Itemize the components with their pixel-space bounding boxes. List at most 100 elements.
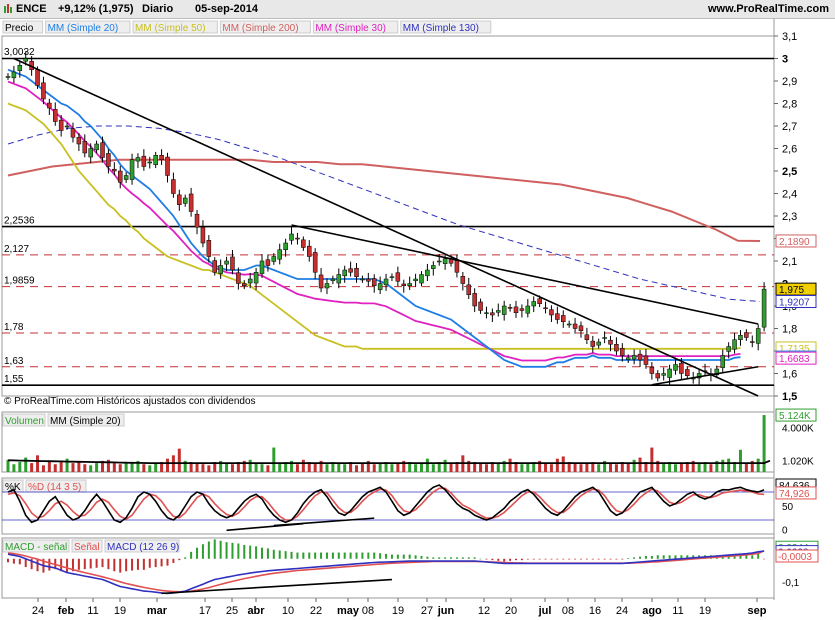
volume-bar [396, 463, 400, 472]
candle-body [295, 237, 300, 240]
volume-bar [343, 464, 347, 472]
candle-body [194, 213, 200, 228]
volume-bar [431, 464, 435, 472]
volume-bar [225, 463, 229, 472]
macd-hist-bar [650, 556, 653, 559]
site-name[interactable]: www.ProRealTime.com [707, 3, 829, 15]
volume-bar [656, 460, 660, 472]
volume-bar [727, 458, 731, 472]
x-tick-label: 24 [32, 605, 44, 617]
candle-body [312, 252, 318, 273]
candle-body [64, 125, 70, 128]
macd-hist-bar [255, 546, 258, 559]
macd-hist-bar [36, 558, 39, 572]
candle-body [58, 119, 64, 131]
legend-item: MM (Simple 130) [403, 23, 479, 34]
volume-bar [597, 464, 601, 472]
volume-bar [555, 458, 559, 472]
x-tick-label: jun [437, 605, 455, 617]
macd-hist-bar [763, 558, 766, 560]
volume-bar [620, 462, 624, 472]
volume-bar [585, 463, 589, 472]
macd-hist-bar [751, 555, 754, 559]
candle-body [673, 364, 678, 371]
macd-hist-bar [284, 551, 287, 559]
macd-hist-bar [331, 552, 334, 559]
candle-body [383, 278, 389, 286]
macd-hist-bar [414, 555, 417, 559]
volume-bar [544, 463, 548, 472]
legend-box [104, 539, 180, 553]
macd-hist-bar [662, 555, 665, 559]
candle-body [165, 156, 170, 176]
right-axis-area [774, 18, 835, 600]
macd-hist-bar [367, 552, 370, 559]
macd-hist-bar [302, 552, 305, 559]
value-tag-label: 74,926 [779, 489, 810, 500]
symbol-name: ENCE [16, 3, 47, 15]
volume-bar [12, 464, 16, 472]
macd-hist-bar [166, 558, 169, 566]
macd-hist-bar [408, 554, 411, 559]
macd-hist-bar [579, 558, 582, 560]
value-tag-label: 1,6683 [779, 354, 810, 365]
macd-hist-bar [131, 558, 134, 571]
macd-hist-bar [509, 558, 512, 561]
candle-body [478, 301, 483, 311]
price-legend: Precio MM (Simple 20) MM (Simple 50) MM (Si… [2, 20, 492, 34]
candle-body [466, 284, 471, 296]
candle-body [507, 307, 513, 309]
volume-bar [349, 462, 353, 472]
macd-hist-bar [739, 555, 742, 559]
macd-hist-bar [544, 558, 547, 560]
volume-bar [254, 463, 258, 472]
y-tick-label: 2,4 [782, 189, 797, 201]
candle-body [218, 265, 223, 274]
volume-bar [337, 463, 341, 472]
candle-body [206, 240, 212, 257]
macd-hist-bar [585, 558, 588, 560]
macd-hist-bar [89, 558, 92, 569]
volume-bar [301, 459, 305, 472]
volume-bar [567, 462, 571, 472]
candle-body [679, 362, 684, 374]
volume-bar [18, 462, 22, 472]
y-tick-label: 2,7 [782, 121, 797, 133]
volume-bar [41, 465, 45, 472]
macd-hist-bar [627, 558, 630, 559]
volume-bar [290, 460, 294, 472]
candle-body [738, 335, 743, 340]
macd-hist-bar [455, 557, 458, 559]
macd-hist-bar [12, 558, 15, 564]
macd-hist-bar [101, 558, 104, 568]
legend-item: MM (Simple 20) [48, 23, 119, 34]
volume-bar [236, 462, 240, 472]
macd-hist-bar [597, 558, 600, 560]
volume-bar [709, 464, 713, 472]
candle-body [454, 260, 460, 273]
macd-hist-bar [485, 558, 488, 560]
macd-hist-bar [172, 558, 175, 563]
symbol-icon [3, 2, 13, 14]
candle-body [377, 283, 383, 291]
volume-bar [479, 463, 483, 472]
candle-body [714, 368, 720, 376]
macd-hist-bar [160, 558, 163, 567]
volume-bar [756, 458, 760, 472]
volume-bar [118, 464, 122, 472]
candle-body [70, 128, 76, 138]
legend-item: MM (Simple 30) [315, 23, 386, 34]
volume-bar [532, 462, 536, 472]
candle-body [360, 278, 365, 281]
candle-body [188, 193, 194, 212]
level-label: 1,9859 [4, 276, 35, 287]
candle-body [11, 71, 17, 79]
volume-bar [579, 464, 583, 472]
macd-hist-bar [308, 552, 311, 559]
x-tick-label: 17 [199, 605, 211, 617]
macd-hist-bar [320, 552, 323, 559]
volume-bar [390, 464, 394, 472]
candle-body [324, 283, 330, 289]
volume-legend: Volumen MM (Simple 20) [2, 413, 125, 427]
candle-body [667, 368, 672, 378]
